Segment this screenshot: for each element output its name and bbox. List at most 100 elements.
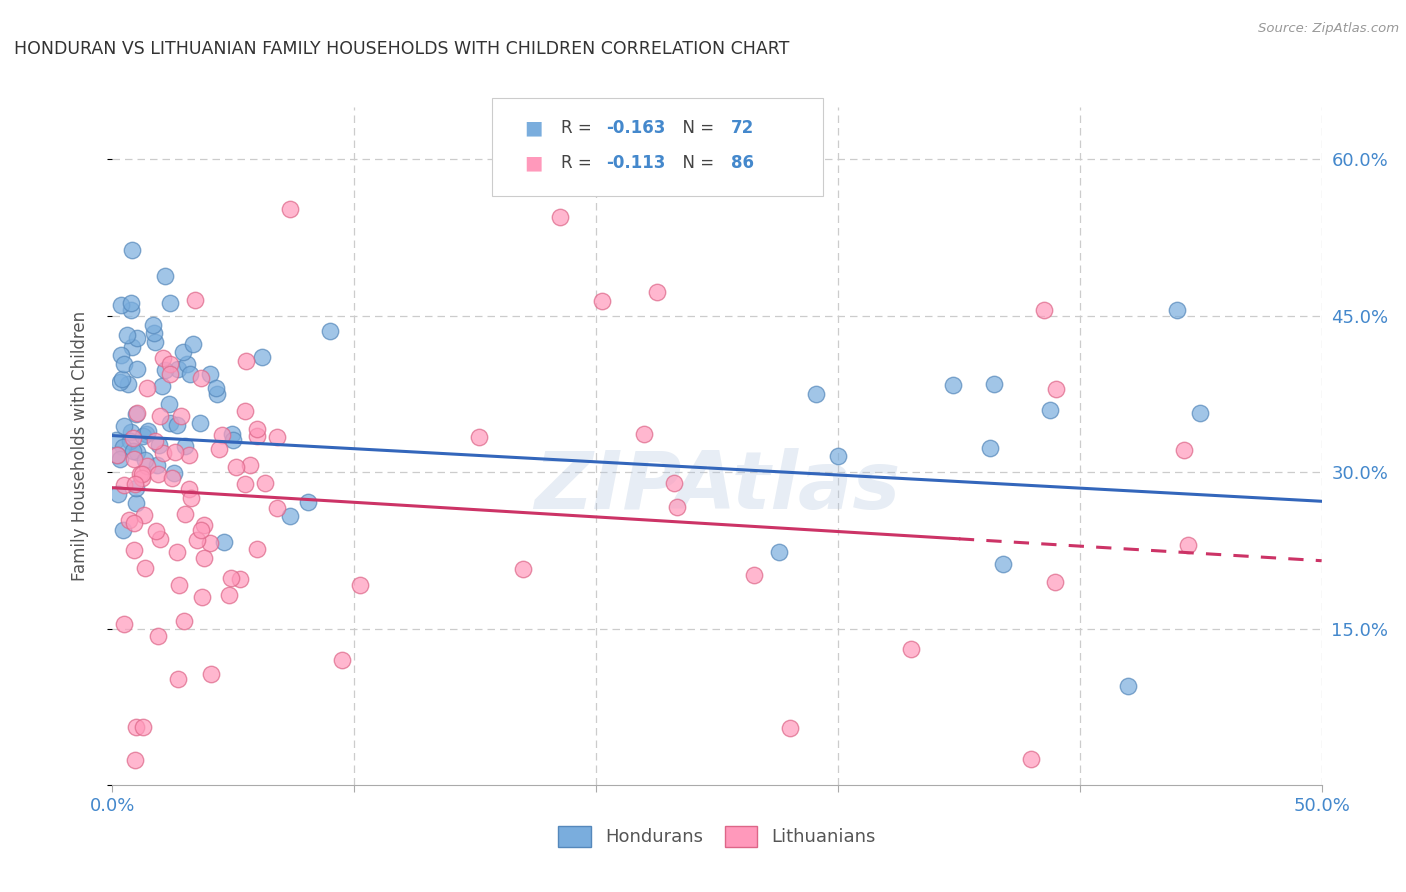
Point bbox=[124, 476, 146, 491]
Point bbox=[1021, 752, 1043, 766]
Point bbox=[107, 487, 129, 501]
Point bbox=[200, 536, 222, 550]
Point bbox=[742, 568, 765, 582]
Point bbox=[190, 416, 212, 430]
Y-axis label: Family Households with Children: Family Households with Children bbox=[70, 311, 89, 581]
Point bbox=[118, 434, 141, 448]
Point bbox=[177, 449, 200, 463]
Point bbox=[233, 476, 256, 491]
Point bbox=[208, 442, 231, 456]
Point bbox=[124, 496, 146, 510]
Point bbox=[1166, 303, 1188, 318]
Point bbox=[768, 544, 790, 558]
Point bbox=[176, 358, 198, 372]
Point bbox=[827, 450, 849, 464]
Point bbox=[319, 324, 342, 338]
Point bbox=[219, 572, 242, 586]
Point bbox=[159, 367, 181, 381]
Point bbox=[900, 642, 922, 657]
Point bbox=[122, 452, 145, 467]
Point bbox=[983, 377, 1005, 392]
Point bbox=[160, 471, 183, 485]
Point bbox=[548, 210, 571, 224]
Point bbox=[128, 467, 150, 481]
Point bbox=[246, 421, 269, 435]
Point bbox=[122, 542, 145, 557]
Point bbox=[142, 318, 165, 333]
Point bbox=[235, 403, 257, 417]
Point bbox=[181, 336, 204, 351]
Point bbox=[468, 430, 491, 444]
Point bbox=[148, 438, 170, 452]
Point bbox=[152, 379, 174, 393]
Point bbox=[122, 516, 145, 530]
Point bbox=[266, 501, 288, 516]
Point bbox=[125, 407, 148, 421]
Point bbox=[110, 452, 132, 467]
Point bbox=[166, 545, 188, 559]
Text: R =: R = bbox=[561, 119, 598, 136]
Point bbox=[125, 481, 148, 495]
Point bbox=[136, 424, 159, 438]
Point bbox=[266, 430, 288, 444]
Point bbox=[152, 445, 174, 459]
Text: N =: N = bbox=[672, 154, 720, 172]
Point bbox=[145, 335, 167, 350]
Point bbox=[1032, 303, 1054, 318]
Point bbox=[183, 293, 205, 308]
Text: -0.113: -0.113 bbox=[606, 154, 665, 172]
Point bbox=[221, 427, 243, 442]
Point bbox=[117, 377, 139, 392]
Point bbox=[125, 407, 148, 421]
Point bbox=[205, 380, 228, 394]
Text: 86: 86 bbox=[731, 154, 754, 172]
Text: Source: ZipAtlas.com: Source: ZipAtlas.com bbox=[1258, 22, 1399, 36]
Text: ZIPAtlas: ZIPAtlas bbox=[534, 448, 900, 525]
Point bbox=[131, 467, 153, 481]
Point bbox=[349, 578, 371, 592]
Legend: Hondurans, Lithuanians: Hondurans, Lithuanians bbox=[551, 819, 883, 854]
Point bbox=[186, 533, 208, 547]
Point bbox=[122, 444, 145, 458]
Point bbox=[136, 458, 159, 473]
Point bbox=[225, 459, 247, 474]
Point bbox=[200, 666, 222, 681]
Point bbox=[190, 523, 212, 537]
Point bbox=[110, 298, 132, 312]
Point bbox=[134, 453, 156, 467]
Point bbox=[134, 560, 156, 574]
Point bbox=[132, 508, 155, 523]
Point bbox=[125, 720, 148, 734]
Point bbox=[125, 362, 148, 376]
Point bbox=[121, 431, 143, 445]
Point bbox=[190, 370, 212, 384]
Point bbox=[330, 653, 353, 667]
Point bbox=[112, 477, 135, 491]
Point bbox=[152, 351, 174, 365]
Point bbox=[120, 302, 142, 317]
Point bbox=[297, 495, 319, 509]
Point bbox=[218, 589, 240, 603]
Point bbox=[212, 534, 235, 549]
Point bbox=[633, 426, 655, 441]
Point bbox=[115, 328, 138, 343]
Point bbox=[942, 377, 965, 392]
Point bbox=[120, 425, 142, 439]
Point bbox=[591, 293, 613, 308]
Text: HONDURAN VS LITHUANIAN FAMILY HOUSEHOLDS WITH CHILDREN CORRELATION CHART: HONDURAN VS LITHUANIAN FAMILY HOUSEHOLDS… bbox=[14, 40, 789, 58]
Point bbox=[221, 434, 243, 448]
Point bbox=[1045, 575, 1067, 590]
Point bbox=[165, 445, 187, 459]
Point bbox=[193, 517, 215, 532]
Point bbox=[172, 345, 194, 359]
Point bbox=[111, 372, 134, 386]
Point bbox=[157, 397, 180, 411]
Point bbox=[110, 348, 132, 362]
Point bbox=[229, 573, 252, 587]
Point bbox=[149, 409, 172, 423]
Point bbox=[235, 353, 257, 368]
Text: ■: ■ bbox=[524, 153, 543, 173]
Point bbox=[239, 458, 262, 472]
Point bbox=[118, 513, 141, 527]
Point bbox=[121, 243, 143, 257]
